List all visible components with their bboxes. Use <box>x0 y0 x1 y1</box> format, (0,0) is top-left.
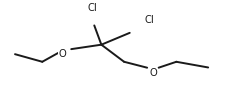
Text: Cl: Cl <box>87 3 97 13</box>
Text: O: O <box>59 49 66 59</box>
Text: Cl: Cl <box>144 15 154 25</box>
Text: O: O <box>149 68 157 78</box>
